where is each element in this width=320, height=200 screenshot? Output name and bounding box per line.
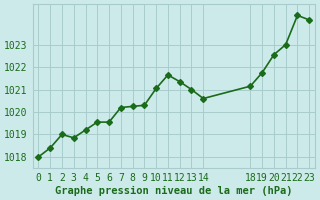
X-axis label: Graphe pression niveau de la mer (hPa): Graphe pression niveau de la mer (hPa) — [55, 186, 292, 196]
